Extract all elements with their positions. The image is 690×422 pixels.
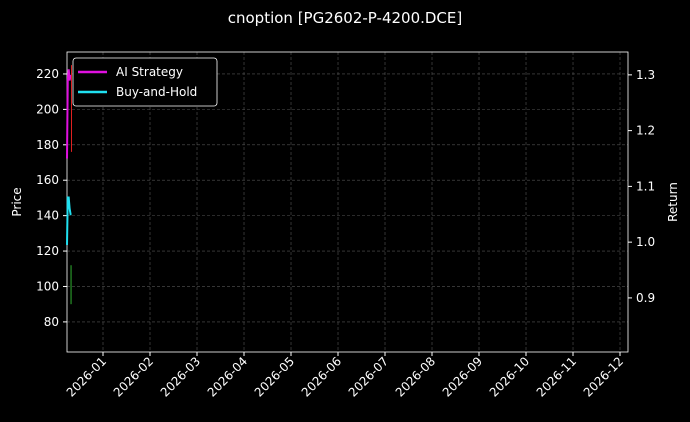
y-tick-label: 200 [36,102,59,116]
y-tick-label: 180 [36,138,59,152]
y-axis-label: Price [10,187,24,216]
y-tick-label: 80 [44,315,59,329]
line [66,196,72,245]
chart-title: cnoption [PG2602-P-4200.DCE] [228,9,463,27]
y2-tick-label: 1.1 [636,179,655,193]
y-tick-label: 140 [36,209,59,223]
y2-tick-label: 0.9 [636,291,655,305]
y-tick-label: 120 [36,244,59,258]
legend-label: Buy-and-Hold [116,85,197,99]
line [66,69,72,159]
y2-tick-label: 1.2 [636,124,655,138]
legend-label: AI Strategy [116,65,183,79]
y-tick-label: 100 [36,279,59,293]
y-tick-label: 160 [36,173,59,187]
legend-box [72,57,218,107]
y-tick-label: 220 [36,67,59,81]
y2-tick-label: 1.0 [636,235,655,249]
y2-axis-label: Return [666,182,680,222]
y2-tick-label: 1.3 [636,68,655,82]
